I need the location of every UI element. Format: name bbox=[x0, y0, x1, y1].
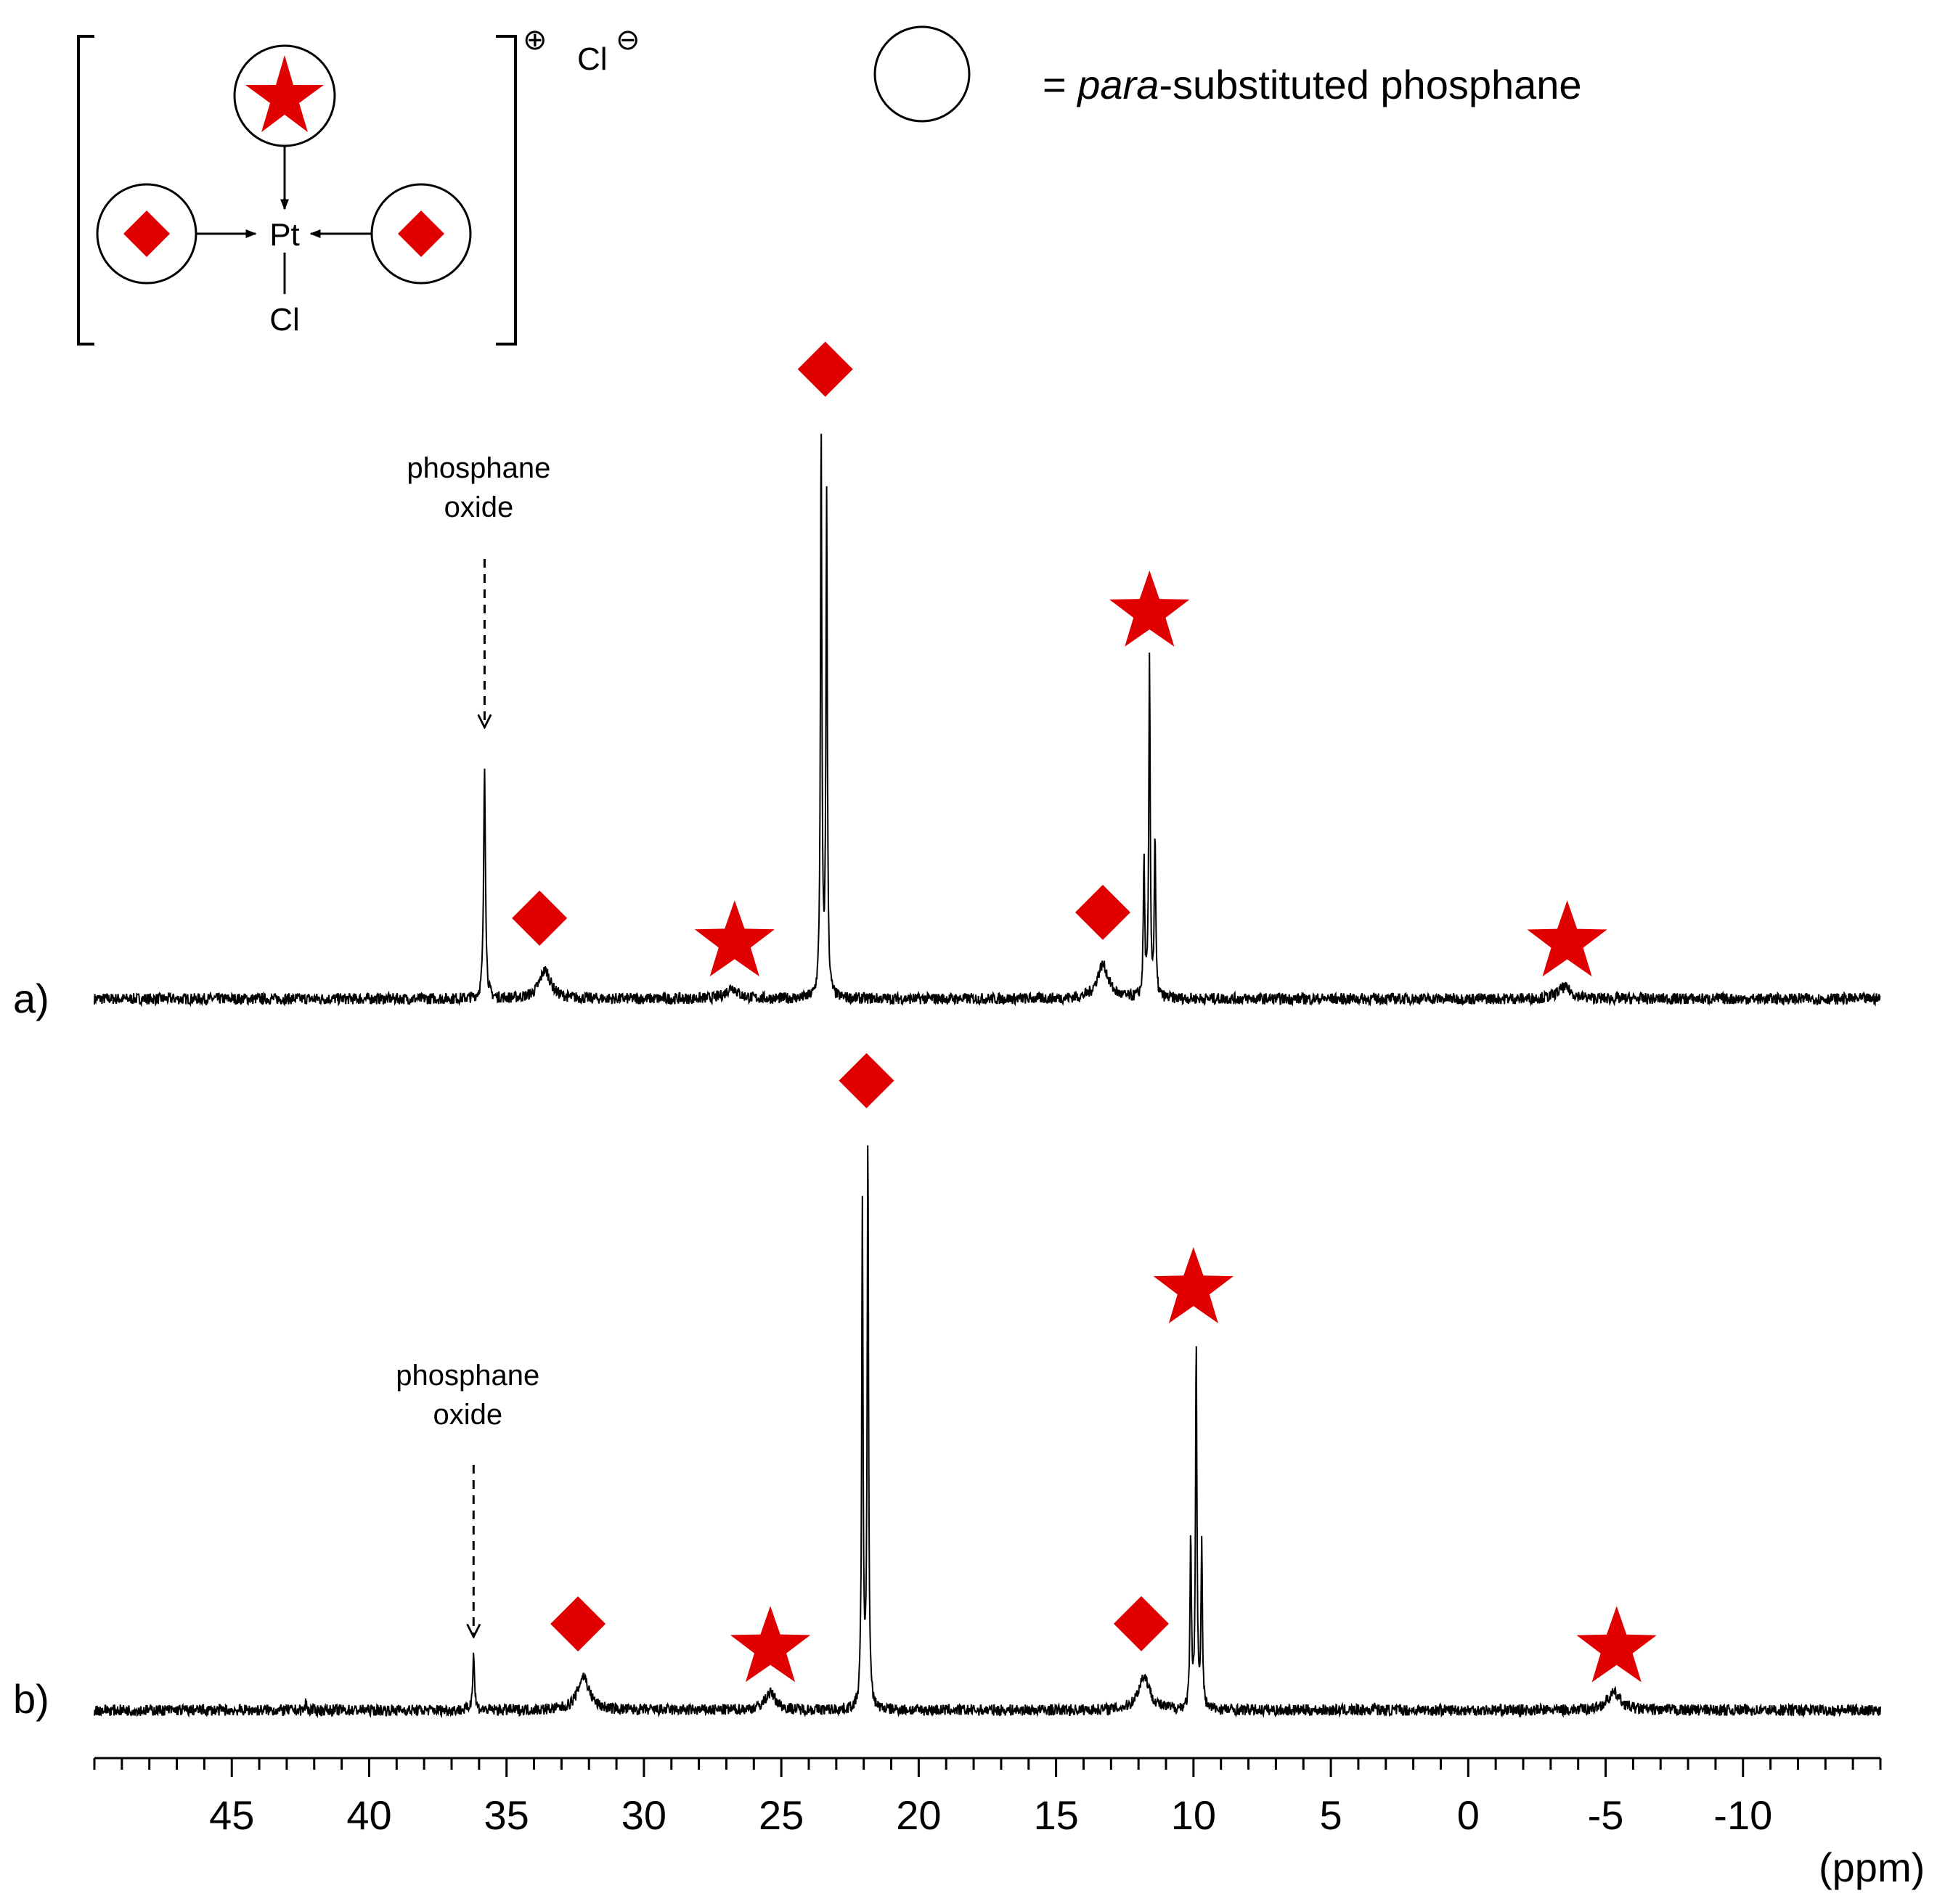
diamond-marker-icon bbox=[550, 1596, 606, 1652]
pt-label: Pt bbox=[269, 217, 300, 253]
legend-text: = para-substituted phosphane bbox=[1043, 61, 1582, 108]
star-marker-icon bbox=[1153, 1247, 1234, 1323]
star-marker-icon bbox=[1576, 1606, 1657, 1683]
x-tick-label: 30 bbox=[621, 1792, 666, 1838]
x-tick-label: 35 bbox=[484, 1792, 529, 1838]
x-tick-label: 10 bbox=[1171, 1792, 1216, 1838]
legend-italic: para bbox=[1077, 62, 1159, 107]
star-marker-icon bbox=[1527, 900, 1607, 977]
annotation-phosphane-oxide-line2: oxide bbox=[433, 1399, 502, 1431]
x-tick-label: 15 bbox=[1033, 1792, 1078, 1838]
trace-label-b: b) bbox=[13, 1676, 49, 1722]
x-tick-label: 0 bbox=[1457, 1792, 1480, 1838]
x-tick-label: 25 bbox=[759, 1792, 804, 1838]
x-tick-label: -10 bbox=[1713, 1792, 1772, 1838]
diamond-marker-icon bbox=[839, 1053, 894, 1108]
cation-charge: ⊕ bbox=[523, 24, 547, 56]
x-tick-label: -5 bbox=[1588, 1792, 1624, 1838]
annotation-phosphane-oxide-line1: phosphane bbox=[396, 1360, 539, 1392]
spectra bbox=[94, 433, 1881, 1719]
annotation-phosphane-oxide-line1: phosphane bbox=[407, 452, 550, 484]
trace-labels: a) b) bbox=[13, 976, 49, 1722]
left-ligand-diamond-icon bbox=[123, 211, 170, 257]
star-marker-icon bbox=[1109, 570, 1190, 647]
diamond-marker-icon bbox=[1075, 884, 1130, 940]
left-bracket bbox=[77, 35, 94, 346]
spectrum-trace-a bbox=[94, 433, 1881, 1008]
right-bracket bbox=[496, 35, 517, 346]
x-tick-label: 20 bbox=[896, 1792, 941, 1838]
x-tick-label: 40 bbox=[346, 1792, 391, 1838]
annotation-phosphane-oxide-line2: oxide bbox=[444, 491, 514, 523]
star-marker-icon bbox=[694, 900, 775, 977]
diamond-marker-icon bbox=[1113, 1595, 1169, 1651]
cl-label: Cl bbox=[269, 302, 300, 338]
diamond-marker-icon bbox=[512, 890, 568, 946]
legend-circle-icon bbox=[873, 25, 971, 123]
peak-markers bbox=[512, 341, 1657, 1683]
counter-ion-cl: Cl bbox=[577, 41, 608, 77]
x-tick-label: 45 bbox=[209, 1792, 254, 1838]
x-tick-label: 5 bbox=[1319, 1792, 1342, 1838]
diamond-marker-icon bbox=[797, 341, 853, 397]
pt-complex-structure: ⊕ Cl ⊖ Pt Cl bbox=[77, 24, 640, 346]
annotations: phosphane oxide phosphane oxide bbox=[396, 452, 550, 1637]
star-marker-icon bbox=[730, 1606, 811, 1683]
x-axis: 45 40 35 30 25 20 15 10 5 0 -5 -10 bbox=[93, 1757, 1882, 1838]
top-ligand-star-icon bbox=[245, 55, 324, 132]
legend-rest: -substituted phosphane bbox=[1159, 62, 1582, 107]
right-ligand-diamond-icon bbox=[398, 211, 444, 257]
anion-charge: ⊖ bbox=[616, 24, 640, 56]
spectrum-trace-b bbox=[94, 1145, 1881, 1719]
legend-equals: = bbox=[1043, 62, 1067, 107]
x-axis-label: (ppm) bbox=[1819, 1844, 1925, 1890]
trace-label-a: a) bbox=[13, 976, 49, 1021]
